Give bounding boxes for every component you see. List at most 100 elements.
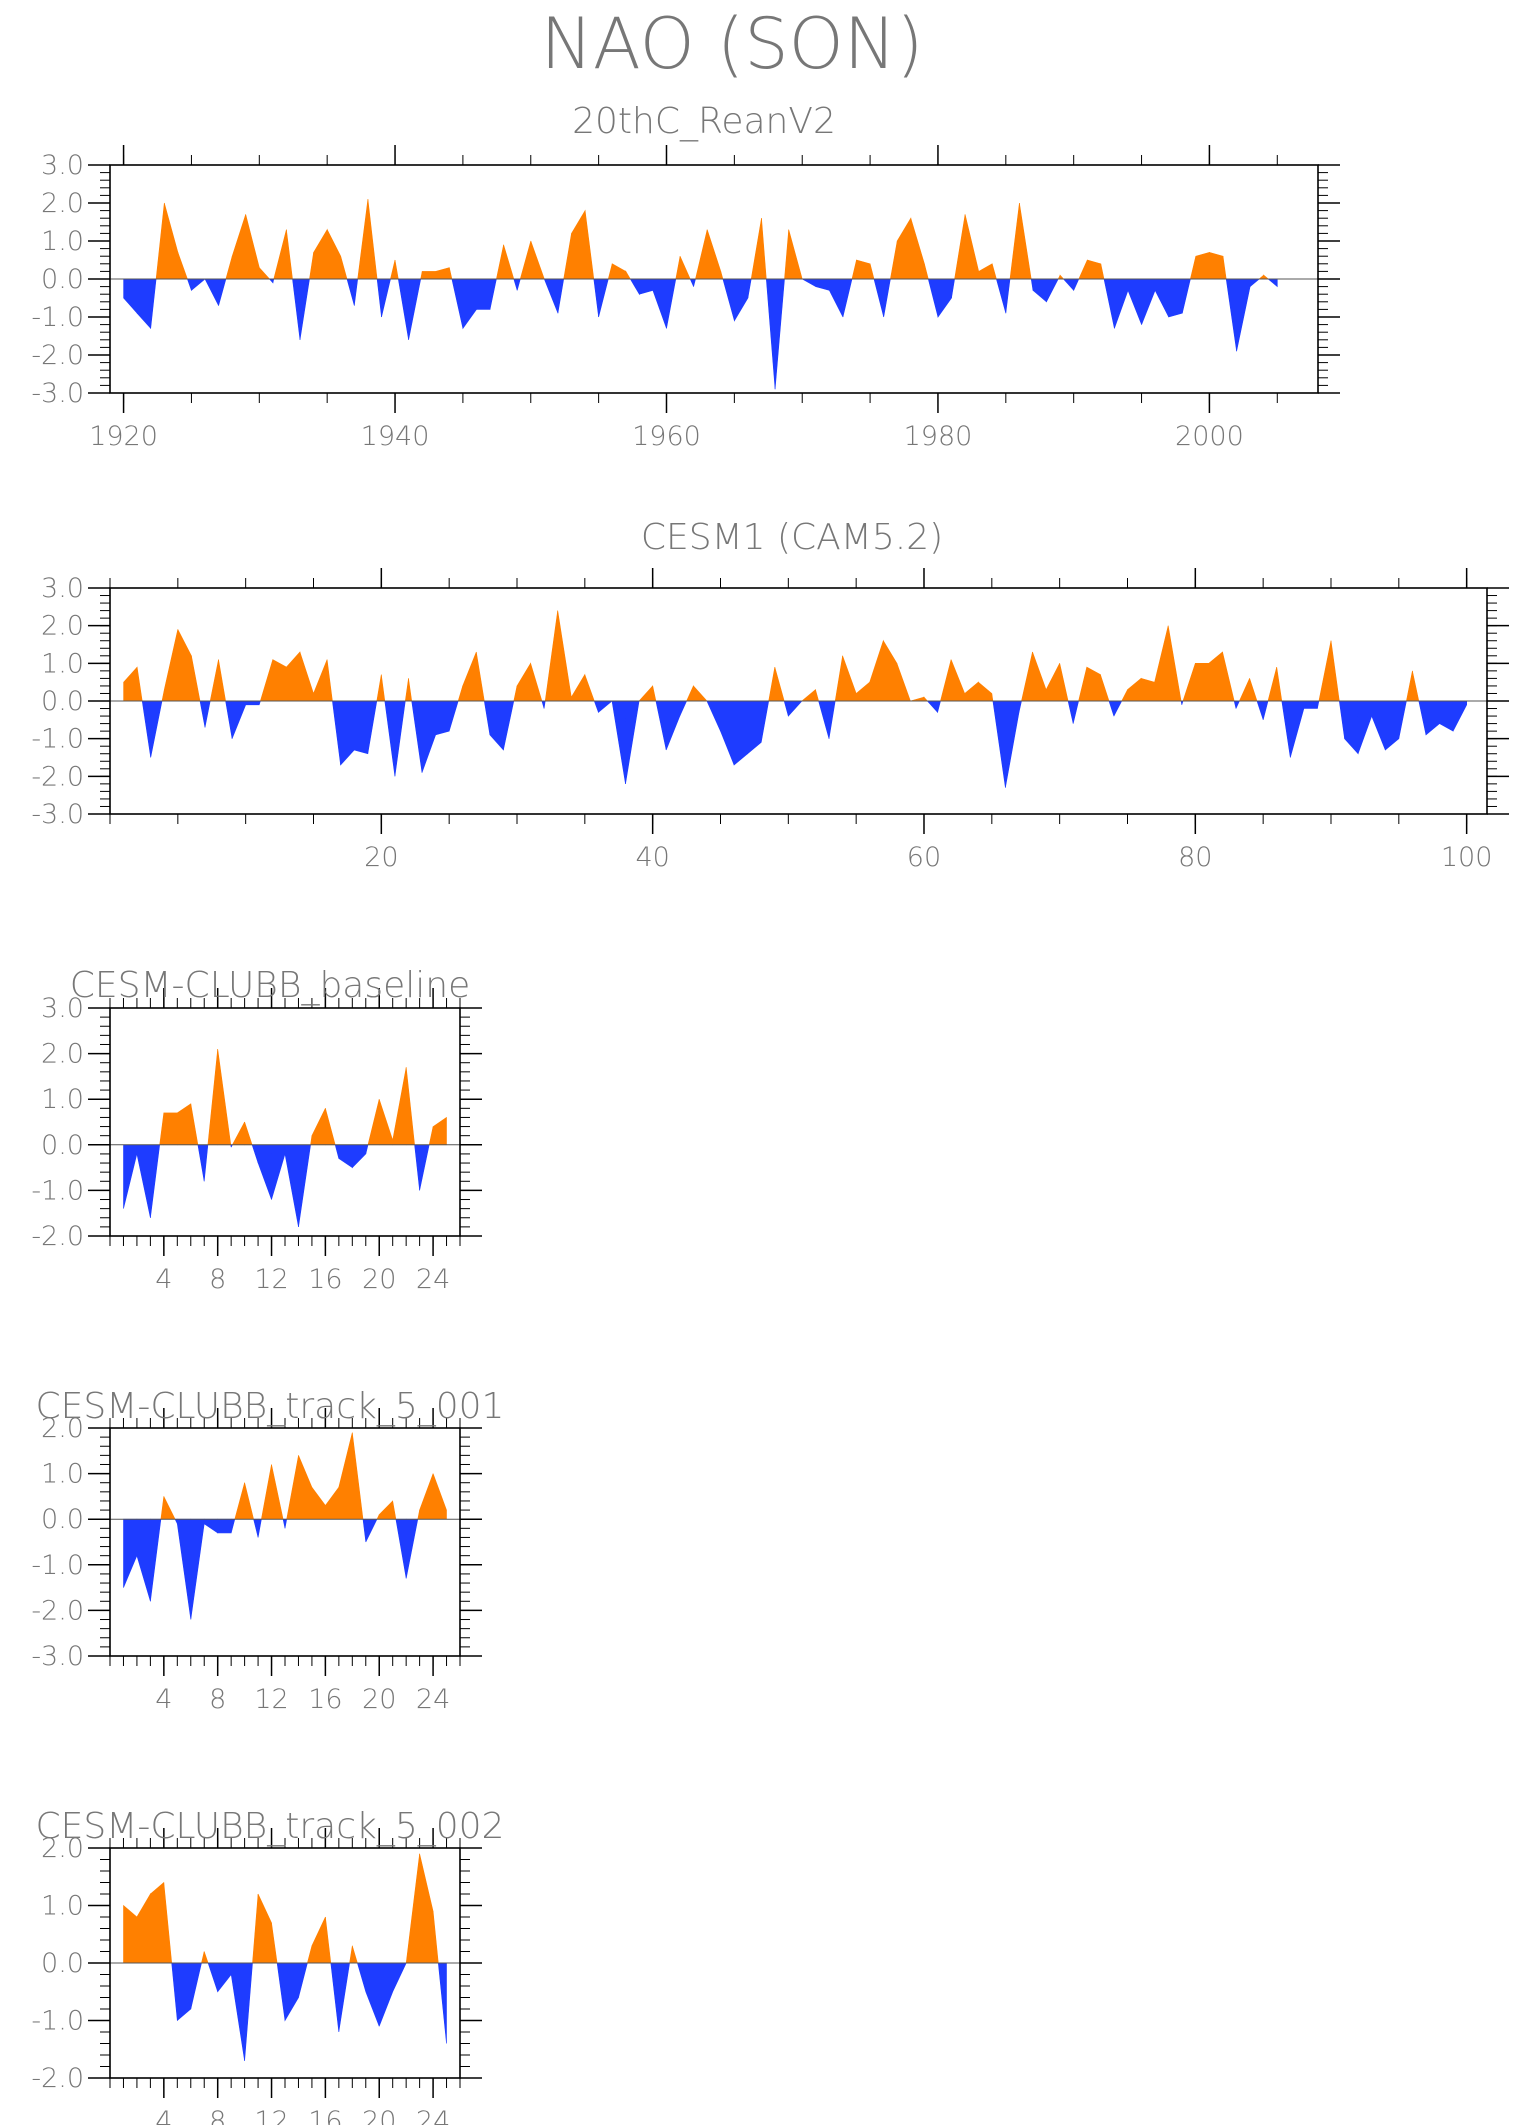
series-fill-positive	[244, 1121, 253, 1146]
series-fill-negative	[1398, 700, 1407, 739]
series-fill-negative	[1439, 700, 1454, 732]
series-fill-positive	[311, 1486, 326, 1520]
chart-panel-5: 2.0 1.0 0.0 -1.0 -2.0 4 8 12 16 20 24 CESM-CLUBB_tr…	[31, 1806, 504, 2125]
x-tick-label: 8	[209, 1264, 226, 1295]
series-fill-positive	[584, 674, 595, 702]
series-fill-negative	[1452, 700, 1467, 732]
series-fill-positive	[432, 1116, 447, 1146]
series-fill-positive	[1154, 625, 1169, 702]
series-fill-negative	[1235, 700, 1240, 709]
y-tick-label: -2.0	[31, 340, 84, 371]
series-fill-positive	[801, 689, 816, 702]
series-fill-positive	[462, 651, 477, 702]
series-fill-negative	[408, 278, 422, 340]
series-fill-negative	[722, 278, 735, 321]
series-fill-positive	[834, 655, 843, 702]
series-fill-positive	[652, 685, 657, 702]
series-fill-negative	[655, 700, 667, 751]
panel-title: CESM-CLUBB_track_5_001	[36, 1386, 505, 1427]
series-fill-positive	[191, 655, 201, 702]
y-tick-label: -2.0	[31, 2063, 84, 2094]
series-fill-positive	[557, 610, 572, 702]
series-fill-positive	[761, 218, 767, 280]
series-fill-negative	[203, 1518, 218, 1534]
panel-title: CESM1 (CAM5.2)	[641, 517, 943, 558]
y-tick-label: 2.0	[41, 188, 84, 219]
x-tick-label: 1980	[904, 421, 973, 452]
series-fill-positive	[869, 640, 884, 702]
series-fill-positive	[286, 651, 301, 702]
series-fill-positive	[298, 1455, 313, 1520]
series-fill-negative	[405, 1518, 419, 1579]
series-fill-positive	[638, 685, 654, 702]
series-fill-positive	[1078, 259, 1088, 280]
series-fill-negative	[483, 700, 491, 735]
series-fill-positive	[404, 678, 409, 702]
series-fill-positive	[1019, 202, 1032, 280]
x-tick-label: 20	[362, 1684, 396, 1715]
series-fill-negative	[1357, 700, 1372, 754]
series-fill-positive	[325, 1916, 332, 1964]
series-fill-positive	[309, 252, 314, 280]
series-fill-negative	[251, 1144, 259, 1164]
series-fill-negative	[1371, 700, 1386, 751]
series-fill-positive	[1267, 667, 1277, 702]
series-fill-positive	[570, 673, 586, 702]
series-fill-positive	[964, 214, 980, 280]
series-fill-negative	[1127, 278, 1142, 325]
series-fill-positive	[544, 610, 559, 702]
series-fill-positive	[679, 256, 691, 280]
series-fill-negative	[299, 278, 310, 340]
y-tick-label: -3.0	[31, 378, 84, 409]
series-fill-positive	[258, 266, 271, 280]
series-fill-negative	[598, 278, 609, 318]
series-fill-negative	[338, 1962, 350, 2033]
series-fill-positive	[163, 1112, 178, 1146]
series-fill-positive	[405, 1853, 420, 1964]
series-fill-positive	[1330, 640, 1340, 702]
series-fill-negative	[362, 1518, 367, 1543]
y-tick-label: -1.0	[31, 302, 84, 333]
y-tick-label: -1.0	[31, 1175, 84, 1206]
series-fill-negative	[1256, 700, 1264, 720]
y-tick-label: 2.0	[41, 1833, 84, 1864]
series-fill-positive	[693, 685, 708, 702]
series-fill-negative	[136, 278, 151, 330]
series-fill-positive	[259, 659, 274, 702]
series-fill-positive	[338, 1432, 353, 1520]
series-fill-positive	[563, 233, 572, 280]
series-fill-negative	[1317, 700, 1320, 709]
y-tick-label: -1.0	[31, 1550, 84, 1581]
series-fill-negative	[747, 700, 762, 755]
y-tick-label: 0.0	[41, 264, 84, 295]
series-fill-positive	[851, 259, 857, 280]
series-fill-positive	[313, 659, 328, 702]
x-tick-label: 20	[364, 842, 398, 873]
series-fill-negative	[1303, 700, 1318, 709]
y-tick-label: -2.0	[31, 1595, 84, 1626]
series-fill-negative	[351, 1144, 367, 1169]
series-fill-negative	[1281, 700, 1291, 758]
series-fill-positive	[1078, 667, 1088, 702]
series-fill-negative	[197, 1144, 205, 1182]
series-fill-positive	[923, 696, 929, 702]
series-fill-positive	[351, 1945, 358, 1964]
x-tick-label: 40	[635, 842, 669, 873]
series-fill-negative	[541, 700, 545, 709]
series-fill-negative	[257, 1144, 272, 1200]
series-fill-positive	[1412, 670, 1420, 702]
series-fill-positive	[325, 1486, 340, 1520]
x-tick-label: 80	[1178, 842, 1212, 873]
series-fill-negative	[765, 278, 776, 390]
y-tick-label: 2.0	[41, 1413, 84, 1444]
series-fill-positive	[164, 629, 179, 702]
series-fill-positive	[408, 678, 413, 702]
series-fill-positive	[392, 1500, 397, 1520]
series-fill-positive	[311, 1916, 326, 1964]
series-fill-negative	[951, 278, 955, 299]
y-tick-label: 0.0	[41, 686, 84, 717]
series-fill-positive	[788, 229, 803, 280]
series-fill-positive	[611, 263, 627, 280]
series-fill-positive	[519, 240, 532, 280]
series-fill-positive	[882, 639, 898, 702]
